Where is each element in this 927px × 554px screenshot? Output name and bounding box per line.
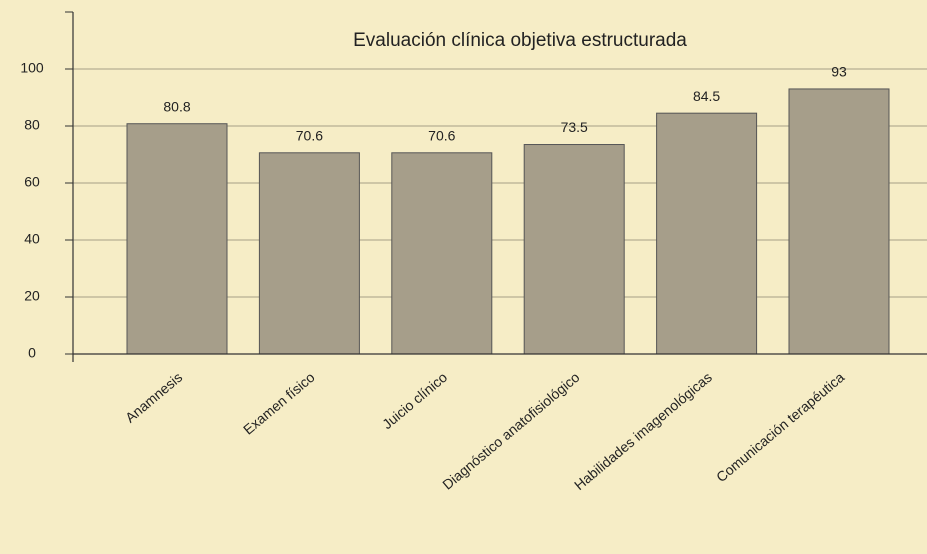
x-tick-label: Diagnóstico anatofisiológico (439, 369, 582, 493)
y-tick-label: 60 (24, 174, 40, 190)
data-label: 84.5 (693, 88, 720, 104)
bar (656, 112, 758, 355)
bar (523, 144, 625, 355)
data-label: 73.5 (561, 119, 588, 135)
bar (126, 123, 228, 355)
y-tick-label: 0 (28, 345, 36, 361)
bar (788, 88, 890, 355)
x-tick-label: Juicio clínico (379, 369, 450, 432)
data-label: 70.6 (296, 127, 323, 143)
chart-title: Evaluación clínica objetiva estructurada (353, 30, 687, 51)
y-tick-label: 20 (24, 288, 40, 304)
x-tick-label: Comunicación terapéutica (713, 369, 847, 485)
data-label: 93 (831, 64, 847, 80)
x-tick-label: Habilidades imagenológicas (571, 369, 715, 493)
y-tick-label: 40 (24, 231, 40, 247)
x-tick-label: Anamnesis (122, 369, 185, 426)
bar (258, 152, 360, 355)
y-tick-label: 100 (20, 60, 44, 76)
bar (391, 152, 493, 355)
data-label: 70.6 (428, 127, 455, 143)
data-label: 80.8 (163, 98, 190, 114)
x-tick-label: Examen físico (240, 369, 318, 438)
y-tick-label: 80 (24, 117, 40, 133)
